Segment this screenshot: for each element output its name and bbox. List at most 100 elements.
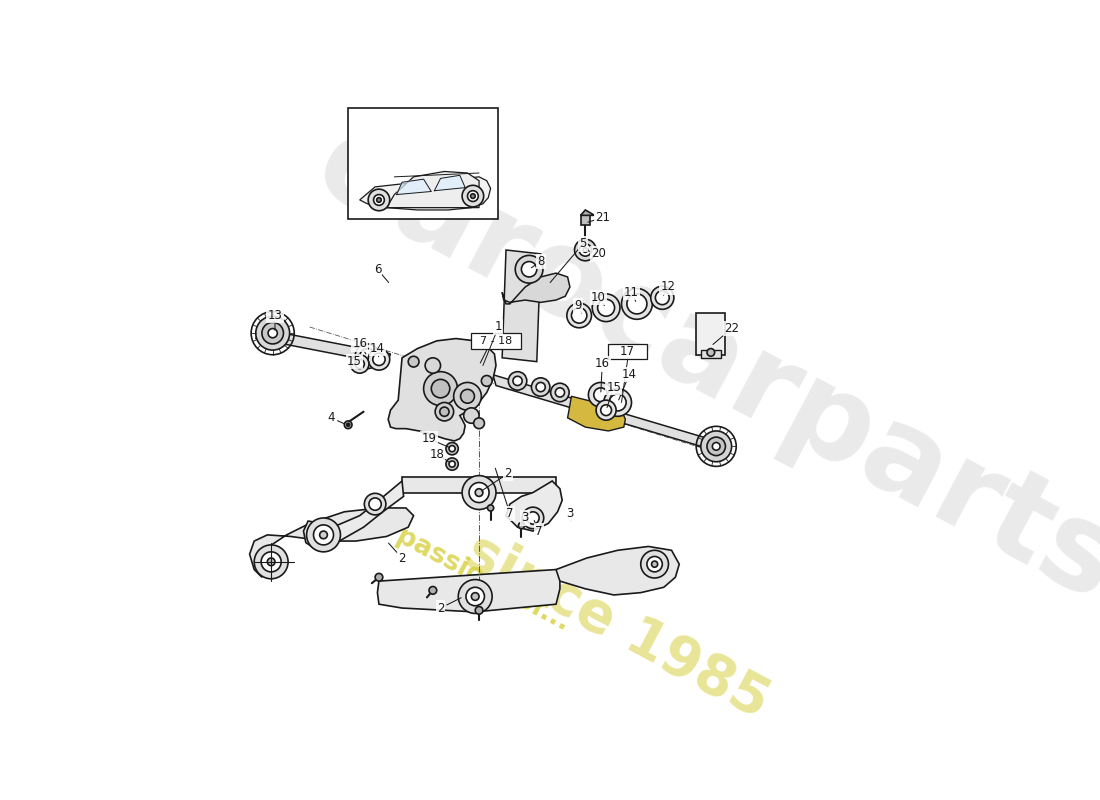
- Circle shape: [474, 418, 484, 429]
- Text: 15: 15: [606, 381, 621, 394]
- Circle shape: [640, 550, 669, 578]
- Bar: [403, 477, 556, 493]
- Circle shape: [518, 522, 525, 529]
- Circle shape: [475, 489, 483, 496]
- Circle shape: [462, 476, 496, 510]
- Polygon shape: [493, 374, 719, 452]
- Text: 3: 3: [566, 507, 573, 520]
- Circle shape: [436, 402, 453, 421]
- Circle shape: [355, 359, 364, 369]
- Circle shape: [462, 186, 484, 207]
- Polygon shape: [255, 329, 390, 364]
- Circle shape: [255, 316, 289, 350]
- Text: 7 - 18: 7 - 18: [480, 336, 513, 346]
- Text: 16: 16: [352, 338, 367, 350]
- Text: 14: 14: [621, 368, 637, 382]
- Bar: [608, 344, 647, 359]
- Polygon shape: [434, 175, 465, 190]
- Circle shape: [459, 579, 492, 614]
- Polygon shape: [360, 177, 491, 210]
- Circle shape: [429, 586, 437, 594]
- Text: 8: 8: [537, 255, 544, 268]
- Bar: [348, 107, 498, 219]
- Circle shape: [482, 375, 492, 386]
- Circle shape: [314, 525, 333, 545]
- Circle shape: [446, 442, 459, 455]
- Circle shape: [522, 507, 543, 529]
- Text: 3: 3: [521, 511, 529, 525]
- Circle shape: [579, 244, 592, 256]
- Circle shape: [596, 400, 616, 420]
- Circle shape: [656, 291, 669, 305]
- Circle shape: [609, 394, 626, 411]
- Circle shape: [364, 494, 386, 515]
- Circle shape: [651, 561, 658, 567]
- Circle shape: [368, 189, 389, 210]
- Circle shape: [592, 294, 620, 322]
- Circle shape: [368, 349, 389, 370]
- Circle shape: [446, 458, 459, 470]
- Text: 5: 5: [580, 238, 586, 250]
- Circle shape: [431, 379, 450, 398]
- Circle shape: [346, 423, 350, 426]
- Circle shape: [647, 557, 662, 572]
- Text: 21: 21: [595, 211, 609, 224]
- Circle shape: [574, 239, 596, 261]
- Circle shape: [588, 382, 613, 407]
- Circle shape: [621, 289, 652, 319]
- Circle shape: [572, 308, 587, 323]
- Bar: [581, 215, 590, 225]
- Circle shape: [254, 545, 288, 578]
- Circle shape: [713, 442, 721, 450]
- Circle shape: [449, 461, 455, 467]
- Circle shape: [307, 518, 341, 552]
- Polygon shape: [506, 481, 562, 531]
- Text: 14: 14: [370, 342, 385, 355]
- Text: 2: 2: [398, 551, 406, 565]
- Circle shape: [262, 322, 284, 344]
- Circle shape: [475, 606, 483, 614]
- Circle shape: [268, 329, 277, 338]
- Text: 4: 4: [328, 411, 336, 424]
- Circle shape: [566, 303, 592, 328]
- Polygon shape: [502, 250, 541, 362]
- Text: 15: 15: [346, 355, 362, 368]
- Circle shape: [440, 407, 449, 416]
- Circle shape: [508, 372, 527, 390]
- Circle shape: [375, 574, 383, 581]
- Text: 13: 13: [267, 309, 283, 322]
- Circle shape: [469, 482, 490, 502]
- Circle shape: [468, 190, 478, 202]
- Polygon shape: [556, 546, 680, 595]
- Circle shape: [583, 248, 587, 252]
- Circle shape: [594, 388, 607, 402]
- Circle shape: [487, 505, 494, 511]
- Circle shape: [368, 498, 382, 510]
- Circle shape: [597, 299, 615, 316]
- Polygon shape: [568, 396, 625, 431]
- Circle shape: [424, 372, 458, 406]
- Circle shape: [449, 446, 455, 452]
- Circle shape: [601, 405, 612, 415]
- Bar: [701, 350, 721, 358]
- Circle shape: [513, 376, 522, 386]
- Circle shape: [464, 408, 480, 423]
- Text: 20: 20: [591, 247, 606, 260]
- Bar: [696, 313, 726, 355]
- Text: 7: 7: [506, 507, 514, 520]
- Circle shape: [521, 262, 537, 277]
- Circle shape: [376, 198, 382, 202]
- Polygon shape: [250, 508, 414, 578]
- Text: 22: 22: [724, 322, 739, 335]
- Text: 16: 16: [595, 358, 609, 370]
- Circle shape: [344, 421, 352, 429]
- Circle shape: [551, 383, 569, 402]
- Polygon shape: [388, 338, 496, 441]
- Polygon shape: [387, 171, 480, 208]
- Circle shape: [707, 437, 726, 455]
- Circle shape: [556, 388, 564, 397]
- Circle shape: [651, 286, 674, 310]
- Circle shape: [701, 431, 732, 462]
- Bar: [472, 333, 521, 349]
- Circle shape: [355, 344, 380, 369]
